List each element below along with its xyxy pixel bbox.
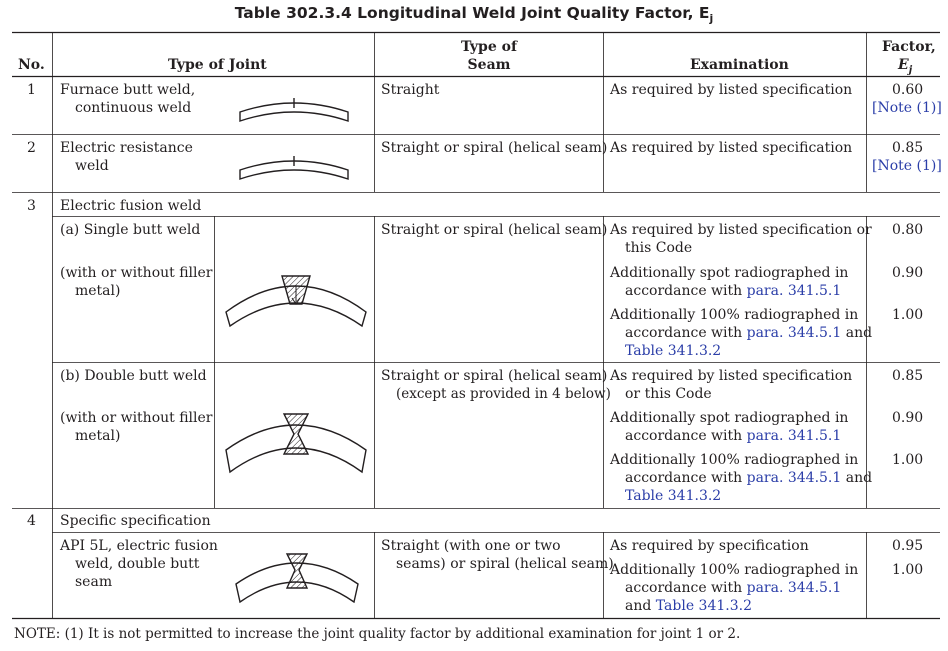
row1-exam: As required by listed specification [610,82,853,98]
row1-seam: Straight [381,82,440,98]
row3b-label: (b) Double butt weld [60,368,207,384]
row3a-seam: Straight or spiral (helical seam) [381,222,608,238]
table-341-3-2-link[interactable]: Table 341.3.2 [625,488,722,504]
header-factor-line2: Ej [898,57,913,76]
row4-factor1: 0.95 [892,538,924,554]
row3a-exam2-line1: Additionally spot radiographed in [610,265,849,281]
row2-factor: 0.85 [892,140,924,156]
para-341-5-1-link[interactable]: para. 341.5.1 [746,428,842,444]
row3a-label: (a) Single butt weld [60,222,201,238]
row3a-exam3-line2: accordance with para. 344.5.1 and [625,325,873,341]
para-344-5-1-link[interactable]: para. 344.5.1 [746,580,842,596]
row1-joint-line2: continuous weld [75,100,192,116]
row4-sub-line2: weld, double butt [75,556,200,572]
row4-exam2-line2: accordance with para. 344.5.1 [625,580,842,596]
row1-no: 1 [27,82,36,98]
row4-exam2-line3: and Table 341.3.2 [625,598,752,614]
api-5l-double-butt-weld-figure [235,553,359,604]
row3a-exam3-line1: Additionally 100% radiographed in [610,307,859,323]
row2-joint-line1: Electric resistance [60,140,193,156]
header-type-of-joint: Type of Joint [168,57,267,73]
row4-joint: Specific specification [60,513,211,529]
header-factor-line1: Factor, [882,39,936,55]
header-type-of-seam-line1: Type of [461,39,517,55]
row4-no: 4 [27,513,36,529]
row3a-exam1-line2: this Code [625,240,693,256]
row2-no: 2 [27,140,36,156]
row3b-exam1-line2: or this Code [625,386,712,402]
header-type-of-seam-line2: Seam [467,57,511,73]
row3b-factor2: 0.90 [892,410,924,426]
row3a-sub-line2: metal) [75,283,121,299]
row3a-exam2-line2: accordance with para. 341.5.1 [625,283,842,299]
row3b-exam3-line2: accordance with para. 344.5.1 and [625,470,873,486]
row3b-sub-line1: (with or without filler [60,410,213,426]
single-butt-weld-figure [225,275,367,328]
row4-seam-line2: seams) or spiral (helical seam) [396,556,614,572]
header-examination: Examination [690,57,789,73]
row4-sub-line3: seam [75,574,113,590]
row1-joint-line1: Furnace butt weld, [60,82,196,98]
row3-joint: Electric fusion weld [60,198,202,214]
row3b-factor3: 1.00 [892,452,924,468]
row4-sub-line1: API 5L, electric fusion [60,538,218,554]
row2-note-link[interactable]: [Note (1)] [872,158,942,174]
row3b-seam-line2: (except as provided in 4 below) [396,386,611,402]
row4-exam1: As required by specification [610,538,809,554]
row4-seam-line1: Straight (with one or two [381,538,561,554]
row3b-exam2-line1: Additionally spot radiographed in [610,410,849,426]
para-344-5-1-link[interactable]: para. 344.5.1 [746,470,842,486]
furnace-butt-weld-figure [239,98,349,122]
row3a-factor2: 0.90 [892,265,924,281]
row3b-exam1-line1: As required by listed specification [610,368,853,384]
row3a-factor1: 0.80 [892,222,924,238]
row4-exam2-line1: Additionally 100% radiographed in [610,562,859,578]
table-note: NOTE: (1) It is not permitted to increas… [14,626,741,642]
row3b-sub-line2: metal) [75,428,121,444]
row3b-factor1: 0.85 [892,368,924,384]
row2-seam: Straight or spiral (helical seam) [381,140,608,156]
row3a-sub-line1: (with or without filler [60,265,213,281]
table-341-3-2-link[interactable]: Table 341.3.2 [625,343,722,359]
header-no: No. [18,57,45,73]
row3b-exam2-line2: accordance with para. 341.5.1 [625,428,842,444]
double-butt-weld-figure [225,413,367,474]
row2-joint-line2: weld [75,158,109,174]
table-title: Table 302.3.4 Longitudinal Weld Joint Qu… [234,4,714,26]
row1-note-link[interactable]: [Note (1)] [872,100,942,116]
electric-resistance-weld-figure [239,156,349,180]
row3a-exam1-line1: As required by listed specification or [610,222,872,238]
row3b-seam-line1: Straight or spiral (helical seam) [381,368,608,384]
row3a-factor3: 1.00 [892,307,924,323]
table-341-3-2-link[interactable]: Table 341.3.2 [655,598,752,614]
row4-factor2: 1.00 [892,562,924,578]
row2-exam: As required by listed specification [610,140,853,156]
row1-factor: 0.60 [892,82,924,98]
row3-no: 3 [27,198,36,214]
para-344-5-1-link[interactable]: para. 344.5.1 [746,325,842,341]
row3b-exam3-line1: Additionally 100% radiographed in [610,452,859,468]
para-341-5-1-link[interactable]: para. 341.5.1 [746,283,842,299]
